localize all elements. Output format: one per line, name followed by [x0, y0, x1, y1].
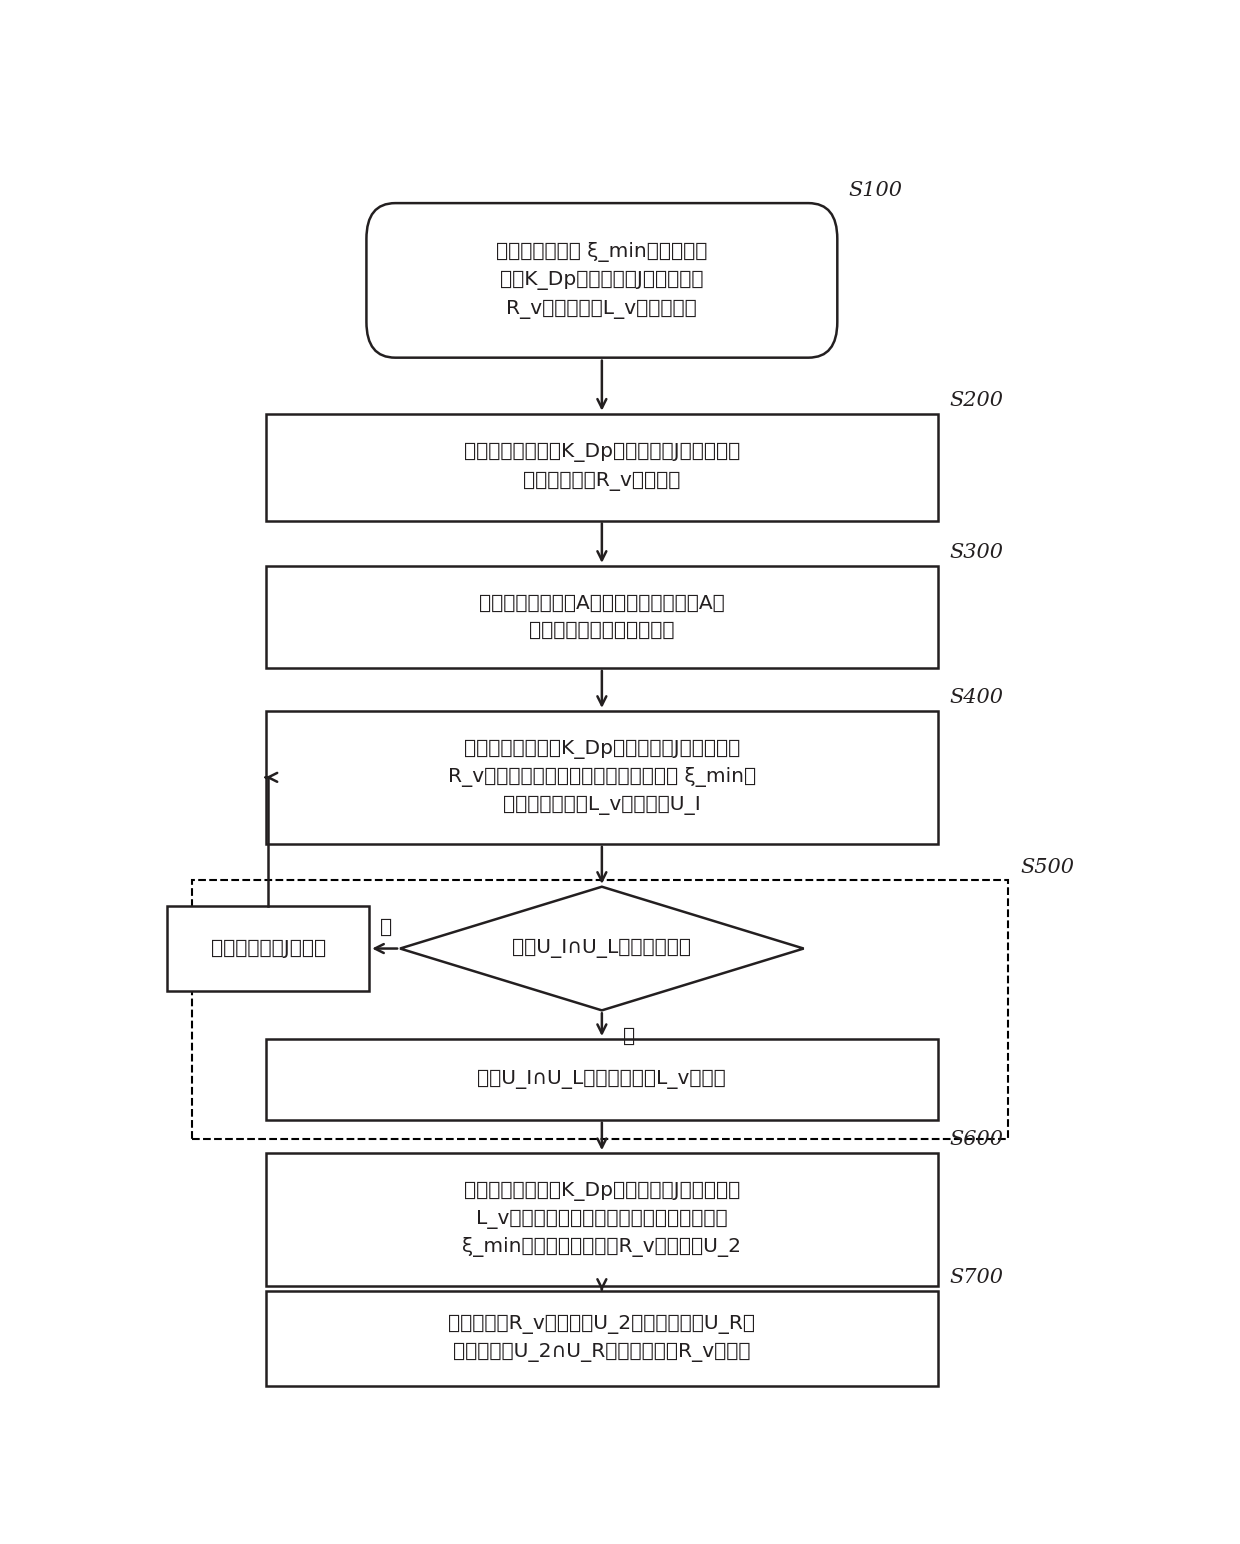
Bar	[265, 1039, 939, 1119]
Text: S700: S700	[950, 1268, 1003, 1288]
Bar	[191, 880, 1008, 1139]
Bar	[265, 414, 939, 520]
Text: 根据U_I∩U_L设定虚拟电感L_v的取值: 根据U_I∩U_L设定虚拟电感L_v的取值	[477, 1070, 727, 1089]
Text: 根据有功下垂系数K_Dp、虚拟惯量J及虚拟电感
L_v的取值，所述阻尼比表达式及最小阻尼比
ξ_min计算得到虚拟电阻R_v的可行域U_2: 根据有功下垂系数K_Dp、虚拟惯量J及虚拟电感 L_v的取值，所述阻尼比表达式及…	[463, 1181, 742, 1257]
Text: 否: 否	[622, 1027, 635, 1045]
Text: S300: S300	[950, 543, 1003, 562]
Text: S400: S400	[950, 689, 1003, 707]
Text: S100: S100	[849, 181, 903, 199]
Text: 建立状态空间矩阵A，根据状态空间矩阵A计
算系统的一组阻尼比表达式: 建立状态空间矩阵A，根据状态空间矩阵A计 算系统的一组阻尼比表达式	[479, 594, 724, 639]
Text: 是: 是	[381, 917, 392, 937]
Text: 获取最小阻尼比 ξ_min、有功下垂
系数K_Dp、虚拟惯量J、虚拟电阻
R_v和虚拟电感L_v的调节范围: 获取最小阻尼比 ξ_min、有功下垂 系数K_Dp、虚拟惯量J、虚拟电阻 R_v…	[496, 242, 708, 318]
Text: 根据有功下垂系数K_Dp、虚拟惯量J及虚拟电阻
R_v的取值，阻尼比表达式及最小阻尼比 ξ_min计
算得到虚拟电感L_v的可行域U_I: 根据有功下垂系数K_Dp、虚拟惯量J及虚拟电阻 R_v的取值，阻尼比表达式及最小…	[448, 740, 756, 815]
Text: S500: S500	[1019, 858, 1074, 877]
Text: S200: S200	[950, 391, 1003, 411]
Bar	[167, 906, 370, 991]
Text: S600: S600	[950, 1130, 1003, 1149]
Bar	[265, 565, 939, 669]
Text: 判断U_I∩U_L是否为空集？: 判断U_I∩U_L是否为空集？	[512, 939, 692, 959]
Bar	[265, 710, 939, 845]
Text: 设定有功下垂系数K_Dp及虚拟惯量J为最大值，
设定虚拟电阻R_v为最小值: 设定有功下垂系数K_Dp及虚拟惯量J为最大值， 设定虚拟电阻R_v为最小值	[464, 443, 740, 491]
Text: 减小虚拟惯量J的取值: 减小虚拟惯量J的取值	[211, 939, 326, 957]
Bar	[265, 1153, 939, 1286]
Text: 将虚拟电阻R_v的可行域U_2与其调节范围U_R取
交集，根据U_2∩U_R设定虚拟电阻R_v的取值: 将虚拟电阻R_v的可行域U_2与其调节范围U_R取 交集，根据U_2∩U_R设定…	[449, 1315, 755, 1362]
Bar	[265, 1291, 939, 1387]
FancyBboxPatch shape	[367, 204, 837, 358]
Polygon shape	[401, 886, 804, 1010]
